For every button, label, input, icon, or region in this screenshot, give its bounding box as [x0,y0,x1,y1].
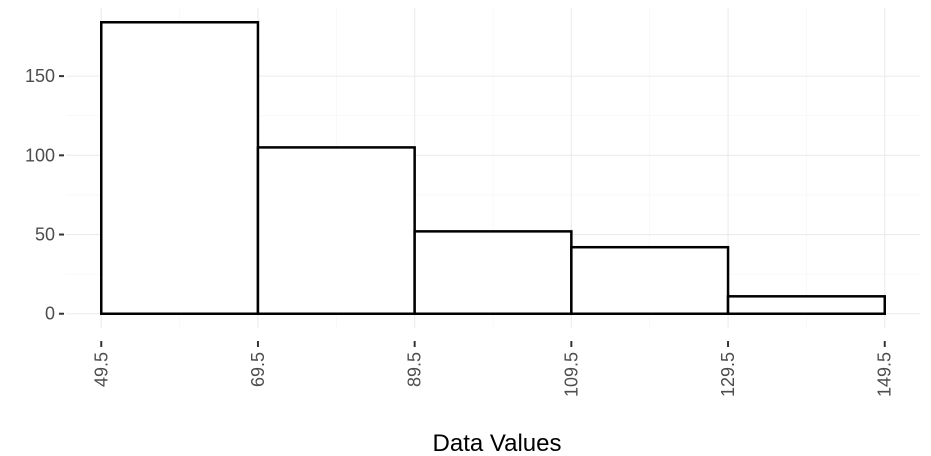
y-tick-label: 0 [45,304,55,324]
x-tick-label: 149.5 [875,352,895,397]
x-tick-label: 69.5 [248,352,268,387]
x-axis-title: Data Values [433,430,562,456]
histogram-bar-4 [570,245,730,315]
x-tick-label: 89.5 [405,352,425,387]
histogram-bars [100,21,886,315]
axes: 0 50 100 150 49.5 69.5 89.5 109.5 129.5 149.5 [25,66,895,397]
y-tick-label: 100 [25,145,55,165]
x-tick-label: 49.5 [91,352,111,387]
histogram-bar-5 [726,295,886,315]
histogram-bar-3 [413,230,573,315]
x-tick-label: 129.5 [718,352,738,397]
histogram-bar-2 [256,146,416,315]
histogram-bar-1 [100,21,260,315]
y-tick-label: 150 [25,66,55,86]
y-tick-label: 50 [35,225,55,245]
x-tick-label: 109.5 [561,352,581,397]
